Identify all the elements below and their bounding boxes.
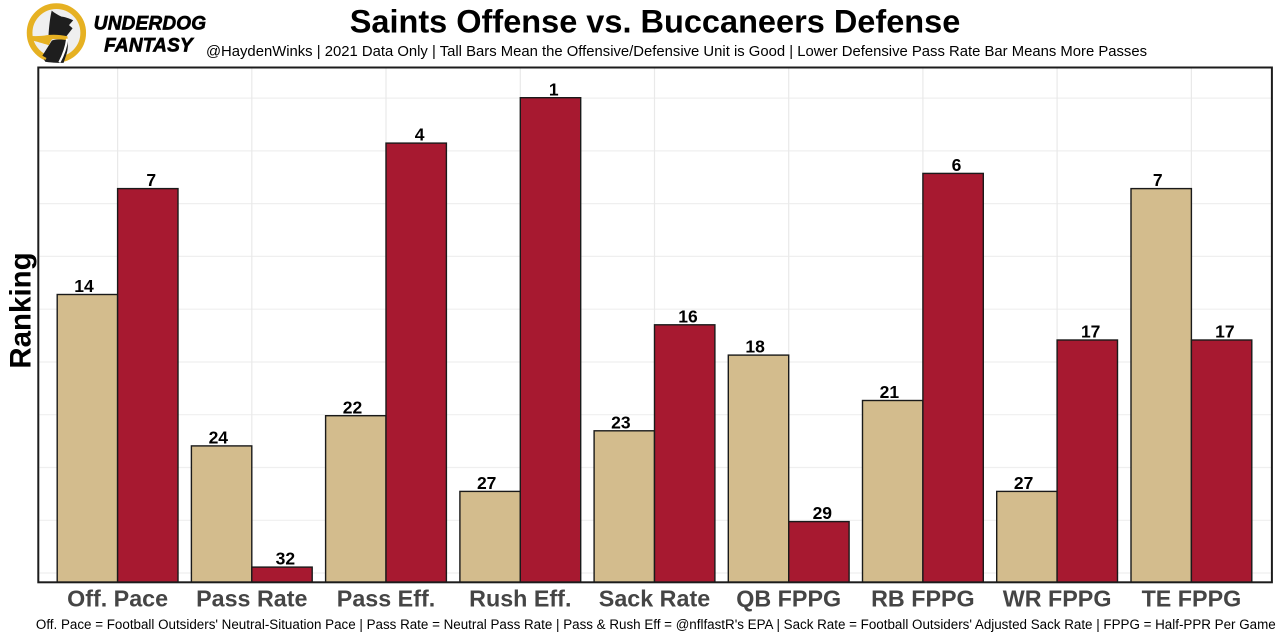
svg-text:32: 32: [276, 549, 296, 569]
svg-text:Ranking: Ranking: [4, 252, 37, 368]
svg-text:22: 22: [343, 397, 363, 417]
svg-text:21: 21: [880, 382, 900, 402]
svg-text:@HaydenWinks | 2021 Data Only: @HaydenWinks | 2021 Data Only | Tall Bar…: [206, 44, 1147, 60]
svg-text:Saints Offense vs. Buccaneers: Saints Offense vs. Buccaneers Defense: [350, 4, 961, 40]
svg-text:1: 1: [549, 79, 559, 99]
svg-text:Off. Pace: Off. Pace: [67, 586, 168, 612]
svg-text:WR FPPG: WR FPPG: [1003, 586, 1112, 612]
svg-text:Sack Rate: Sack Rate: [599, 586, 710, 612]
svg-text:4: 4: [415, 125, 425, 145]
svg-text:29: 29: [813, 503, 833, 523]
svg-text:17: 17: [1081, 322, 1100, 342]
svg-text:TE FPPG: TE FPPG: [1142, 586, 1242, 612]
svg-text:Pass Rate: Pass Rate: [196, 586, 307, 612]
svg-text:18: 18: [745, 337, 765, 357]
svg-text:16: 16: [678, 306, 698, 326]
svg-text:RB FPPG: RB FPPG: [871, 586, 975, 612]
svg-text:17: 17: [1215, 322, 1234, 342]
svg-text:QB FPPG: QB FPPG: [736, 586, 841, 612]
svg-text:7: 7: [1153, 170, 1163, 190]
svg-text:24: 24: [209, 428, 229, 448]
svg-text:7: 7: [146, 170, 156, 190]
svg-text:UNDERDOG: UNDERDOG: [94, 14, 206, 35]
svg-text:6: 6: [952, 155, 962, 175]
svg-text:23: 23: [611, 412, 631, 432]
svg-text:27: 27: [1014, 473, 1033, 493]
svg-text:Pass Eff.: Pass Eff.: [337, 586, 435, 612]
svg-text:FANTASY: FANTASY: [104, 36, 195, 57]
svg-text:14: 14: [74, 276, 94, 296]
svg-text:Rush Eff.: Rush Eff.: [469, 586, 571, 612]
svg-text:27: 27: [477, 473, 496, 493]
svg-text:Off. Pace = Football Outsiders: Off. Pace = Football Outsiders' Neutral-…: [36, 617, 1276, 632]
